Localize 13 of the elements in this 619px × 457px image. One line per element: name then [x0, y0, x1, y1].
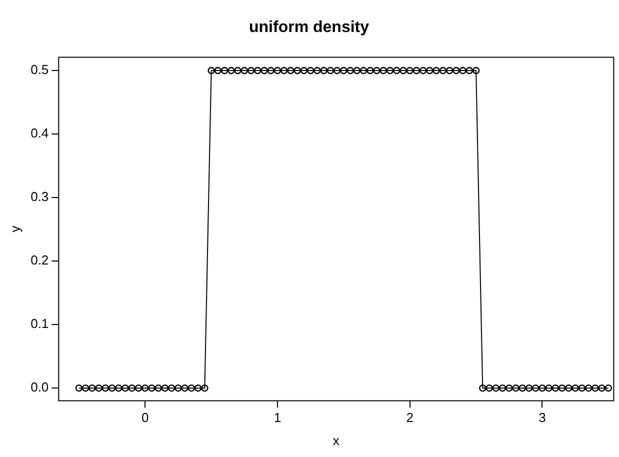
x-tick-label: 0	[141, 410, 149, 426]
x-tick-label: 2	[406, 410, 414, 426]
y-tick-label: 0.5	[30, 62, 49, 78]
y-tick-label: 0.2	[30, 252, 49, 268]
x-tick-label: 3	[538, 410, 546, 426]
y-tick-label: 0.1	[30, 316, 49, 332]
y-tick-label: 0.4	[30, 126, 49, 141]
y-tick-label: 0.3	[30, 189, 49, 204]
y-axis-title: y	[7, 225, 22, 232]
x-axis-title: x	[332, 432, 340, 448]
y-tick-label: 0.0	[30, 380, 49, 395]
x-tick-label: 1	[274, 410, 282, 426]
chart-title: uniform density	[248, 19, 370, 36]
